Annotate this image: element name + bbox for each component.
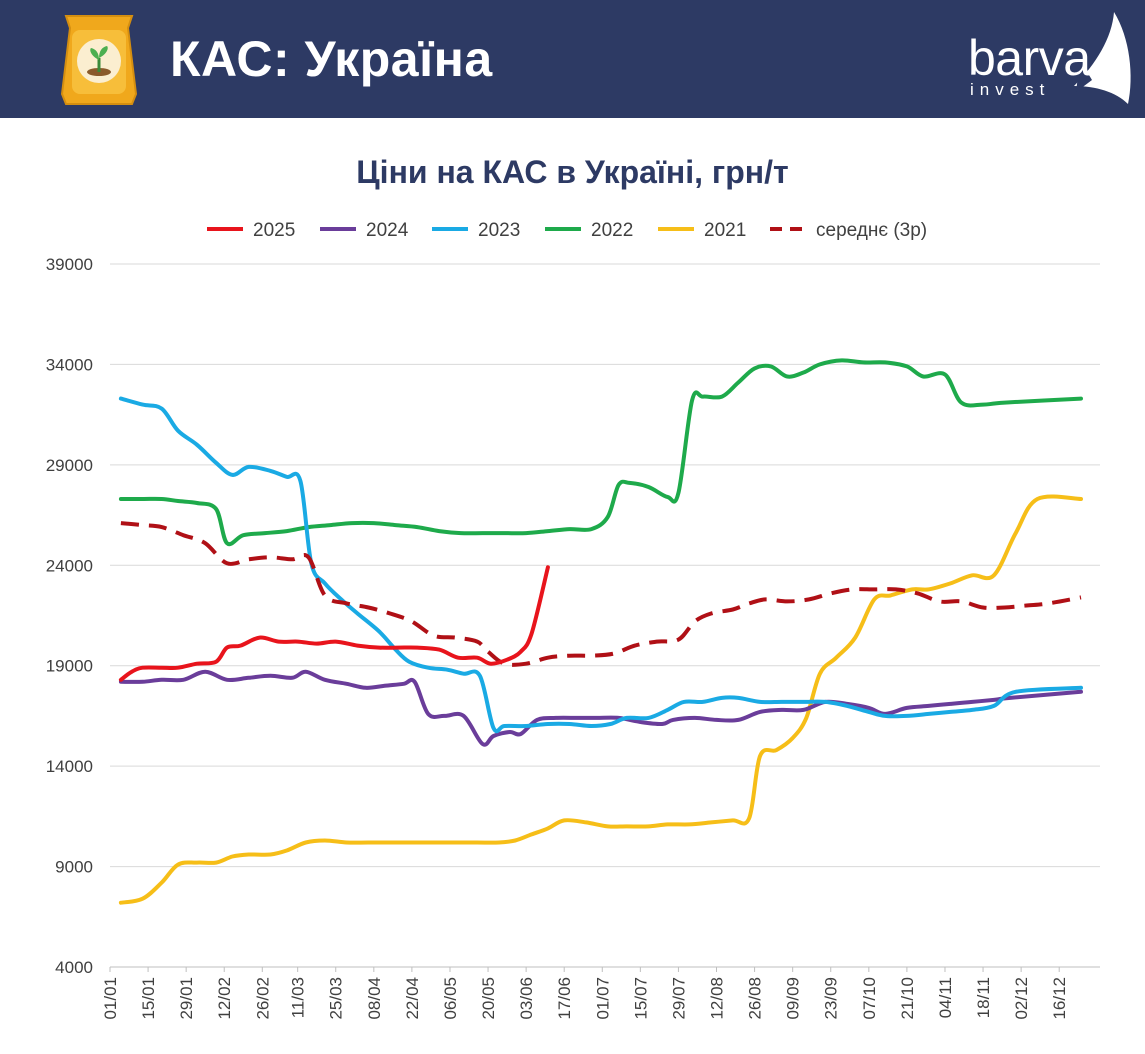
price-line-chart: 2025 2024 2023 2022 2021 середнє (3р) 39000 34… bbox=[46, 220, 1100, 1020]
x-tick-label: 01/07 bbox=[593, 977, 612, 1020]
x-tick-label: 08/04 bbox=[365, 977, 384, 1020]
legend-label: 2021 bbox=[704, 220, 746, 241]
x-tick-label: 18/11 bbox=[974, 977, 993, 1018]
x-tick-label: 15/01 bbox=[139, 977, 158, 1020]
legend-label: 2025 bbox=[253, 220, 295, 241]
y-tick-label: 29000 bbox=[46, 456, 93, 475]
y-axis-labels: 39000 34000 29000 24000 19000 14000 9000 4000 bbox=[46, 255, 93, 977]
series-line-2025 bbox=[118, 565, 550, 682]
y-tick-label: 24000 bbox=[46, 556, 93, 575]
sail-logo-icon bbox=[1074, 12, 1131, 104]
brand-name: barva bbox=[968, 30, 1091, 86]
x-tick-label: 20/05 bbox=[479, 977, 498, 1020]
x-tick-label: 06/05 bbox=[441, 977, 460, 1020]
chart-gridlines bbox=[110, 263, 1100, 968]
x-tick-label: 12/02 bbox=[215, 977, 234, 1020]
y-tick-label: 34000 bbox=[46, 355, 93, 374]
brand-subtitle: invest bbox=[970, 80, 1051, 99]
x-tick-label: 26/08 bbox=[746, 977, 765, 1020]
x-tick-label: 26/02 bbox=[253, 977, 272, 1020]
header-bar: КАС: Україна barva invest bbox=[0, 0, 1145, 118]
legend-label: 2023 bbox=[478, 220, 520, 241]
y-tick-label: 4000 bbox=[55, 958, 93, 977]
series-line-2023 bbox=[118, 396, 1083, 734]
x-tick-label: 02/12 bbox=[1012, 977, 1031, 1020]
y-tick-label: 9000 bbox=[55, 858, 93, 877]
series-line-2022 bbox=[118, 358, 1083, 547]
x-tick-label: 29/01 bbox=[177, 977, 196, 1020]
x-tick-label: 17/06 bbox=[555, 977, 574, 1020]
x-tick-label: 22/04 bbox=[403, 977, 422, 1020]
x-tick-label: 01/01 bbox=[101, 977, 120, 1020]
series-line-2024 bbox=[118, 669, 1083, 747]
x-tick-label: 11/03 bbox=[289, 977, 308, 1018]
y-tick-label: 14000 bbox=[46, 757, 93, 776]
series-line-2021 bbox=[118, 494, 1083, 905]
x-axis-labels: 01/01 15/01 29/01 12/02 26/02 11/03 25/03 08/04… bbox=[101, 967, 1069, 1020]
legend-label: середнє (3р) bbox=[816, 220, 927, 241]
x-tick-label: 09/09 bbox=[784, 977, 803, 1020]
y-tick-label: 39000 bbox=[46, 255, 93, 274]
x-tick-label: 16/12 bbox=[1050, 977, 1069, 1020]
chart-series bbox=[118, 358, 1083, 905]
x-tick-label: 21/10 bbox=[898, 977, 917, 1020]
x-tick-label: 23/09 bbox=[822, 977, 841, 1020]
x-tick-label: 12/08 bbox=[708, 977, 727, 1020]
x-tick-label: 04/11 bbox=[936, 977, 955, 1018]
series-line-average bbox=[120, 521, 1082, 667]
x-tick-label: 25/03 bbox=[327, 977, 346, 1020]
x-tick-label: 07/10 bbox=[860, 977, 879, 1020]
chart-legend: 2025 2024 2023 2022 2021 середнє (3р) bbox=[207, 220, 927, 241]
chart-title: Ціни на КАС в Україні, грн/т bbox=[356, 154, 789, 190]
y-tick-label: 19000 bbox=[46, 657, 93, 676]
legend-label: 2024 bbox=[366, 220, 409, 241]
x-tick-label: 15/07 bbox=[631, 977, 650, 1020]
x-tick-label: 03/06 bbox=[517, 977, 536, 1020]
page-title: КАС: Україна bbox=[170, 31, 493, 87]
legend-label: 2022 bbox=[591, 220, 633, 241]
x-tick-label: 29/07 bbox=[669, 977, 688, 1020]
fertilizer-bag-icon bbox=[60, 15, 138, 105]
